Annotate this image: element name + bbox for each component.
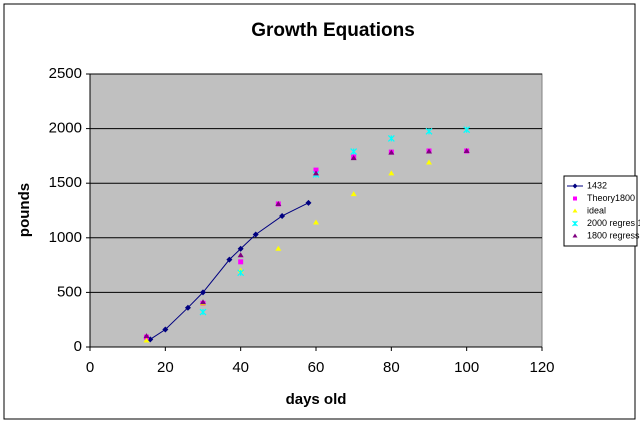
marker (184, 304, 191, 311)
marker (463, 147, 470, 153)
marker (426, 148, 432, 154)
y-tick-label: 500 (57, 283, 82, 300)
marker (313, 167, 319, 173)
x-tick-label: 20 (157, 359, 174, 376)
legend-marker (572, 220, 578, 227)
marker (199, 308, 207, 316)
marker (313, 219, 319, 225)
y-tick-label: 1500 (49, 174, 82, 191)
marker (226, 256, 233, 263)
y-tick-label: 2500 (49, 65, 82, 82)
marker (200, 299, 206, 305)
marker (237, 245, 244, 252)
chart-title: Growth Equations (251, 20, 415, 41)
marker (387, 135, 395, 142)
marker (388, 149, 395, 155)
y-tick-label: 1000 (49, 229, 82, 246)
marker (143, 337, 150, 343)
legend-marker (572, 208, 578, 213)
marker (275, 200, 282, 206)
legend-label: 2000 regres 1 (587, 218, 640, 228)
x-axis-label: days old (286, 391, 347, 408)
marker (425, 127, 433, 135)
x-tick-label: 0 (86, 359, 94, 376)
marker (162, 326, 169, 333)
legend-marker (572, 183, 578, 189)
y-tick-label: 2000 (49, 120, 82, 137)
marker (237, 269, 245, 277)
legend-label: 1800 regress (587, 230, 640, 240)
legend-label: ideal (587, 205, 606, 215)
marker (252, 231, 259, 238)
marker (313, 170, 319, 176)
legend-label: Theory1800 (587, 193, 635, 203)
x-tick-label: 60 (308, 359, 325, 376)
legend-marker (572, 233, 578, 238)
marker (238, 259, 244, 265)
x-tick-label: 40 (232, 359, 249, 376)
marker (200, 289, 206, 296)
marker (279, 212, 286, 219)
marker (388, 170, 395, 176)
marker (350, 148, 358, 155)
marker (275, 245, 282, 251)
x-tick-label: 100 (454, 359, 479, 376)
legend-marker (573, 196, 577, 201)
y-tick-label: 0 (74, 338, 82, 355)
marker (143, 333, 150, 339)
marker (426, 159, 432, 165)
marker (305, 199, 312, 206)
x-tick-label: 120 (529, 359, 554, 376)
x-tick-label: 80 (383, 359, 400, 376)
legend-label: 1432 (587, 180, 607, 190)
marker (350, 191, 357, 197)
marker (350, 155, 357, 161)
y-axis-label: pounds (16, 183, 33, 237)
plot-area (89, 73, 543, 348)
marker (237, 252, 244, 258)
marker (463, 126, 471, 134)
